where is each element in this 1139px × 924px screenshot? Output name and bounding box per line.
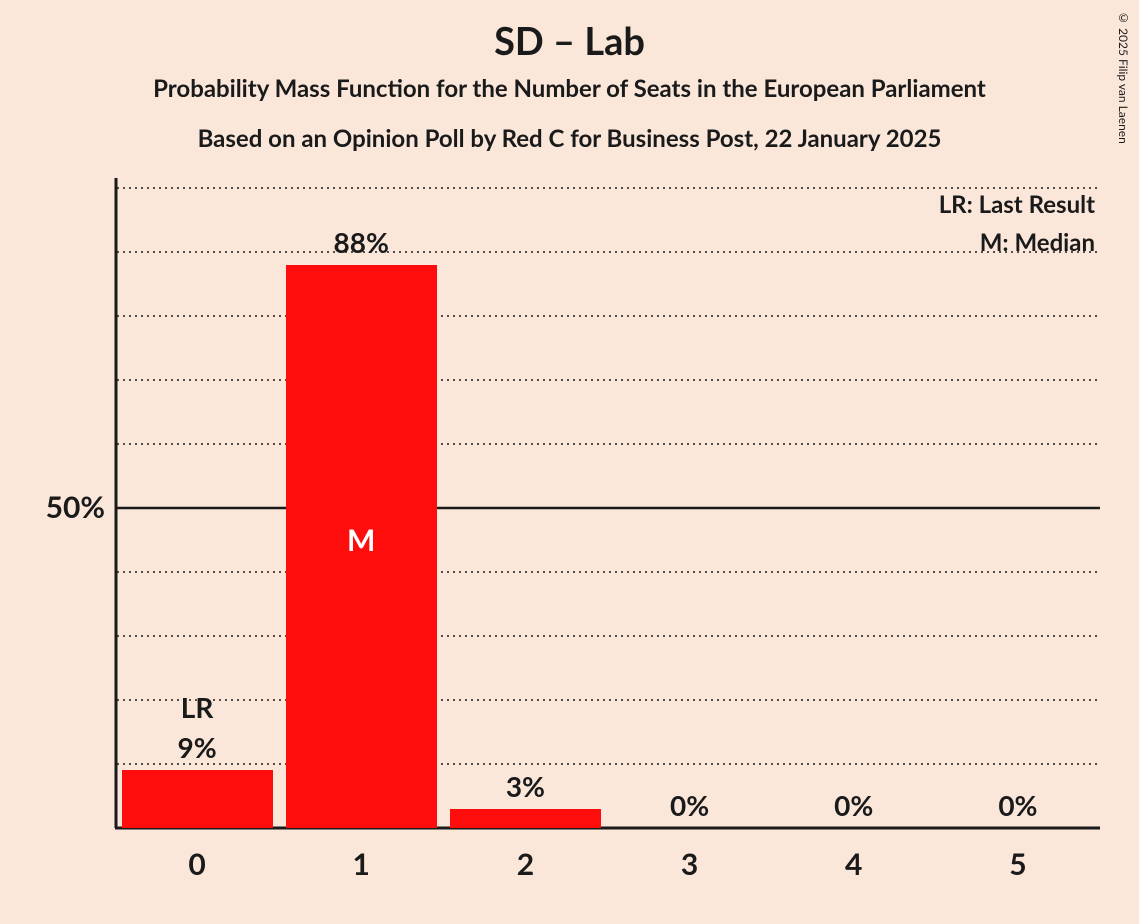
- lr-marker: LR: [122, 690, 273, 724]
- plot-area: 9% LR 88% M 3% 0% 0% 0%: [115, 188, 1100, 828]
- bar: [122, 770, 273, 828]
- y-axis-tick-label: 50%: [15, 489, 105, 525]
- bar-value-label: 88%: [286, 225, 437, 259]
- x-axis-tick-label: 3: [614, 846, 765, 882]
- bar-value-label: 0%: [942, 788, 1093, 822]
- legend-median: M: Median: [980, 228, 1095, 257]
- chart-subtitle-1: Probability Mass Function for the Number…: [0, 74, 1139, 103]
- bar-value-label: 9%: [122, 730, 273, 764]
- x-axis-tick-label: 2: [450, 846, 601, 882]
- chart-subtitle-2: Based on an Opinion Poll by Red C for Bu…: [0, 124, 1139, 153]
- legend-lr: LR: Last Result: [939, 190, 1095, 219]
- copyright-text: © 2025 Filip van Laenen: [1116, 10, 1131, 144]
- x-axis-tick-label: 1: [286, 846, 437, 882]
- x-axis-tick-label: 0: [122, 846, 273, 882]
- x-axis-tick-label: 4: [778, 846, 929, 882]
- bar-value-label: 0%: [778, 788, 929, 822]
- median-marker: M: [286, 522, 437, 558]
- bar-value-label: 0%: [614, 788, 765, 822]
- bar-value-label: 3%: [450, 769, 601, 803]
- chart-title: SD – Lab: [0, 18, 1139, 64]
- x-axis-tick-label: 5: [942, 846, 1093, 882]
- bar: [450, 809, 601, 828]
